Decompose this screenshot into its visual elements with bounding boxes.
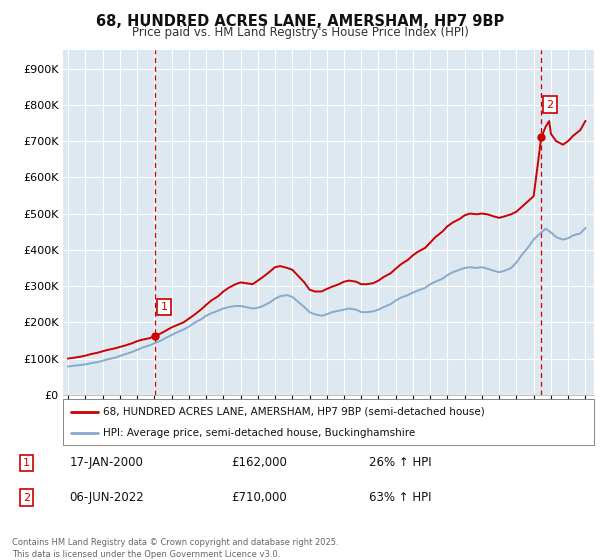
Text: 1: 1 bbox=[160, 302, 167, 312]
Text: £710,000: £710,000 bbox=[231, 491, 287, 504]
Text: £162,000: £162,000 bbox=[231, 456, 287, 469]
Text: 1: 1 bbox=[23, 458, 30, 468]
Text: 68, HUNDRED ACRES LANE, AMERSHAM, HP7 9BP (semi-detached house): 68, HUNDRED ACRES LANE, AMERSHAM, HP7 9B… bbox=[103, 407, 485, 417]
Text: Contains HM Land Registry data © Crown copyright and database right 2025.
This d: Contains HM Land Registry data © Crown c… bbox=[12, 538, 338, 559]
Text: 26% ↑ HPI: 26% ↑ HPI bbox=[369, 456, 432, 469]
Text: HPI: Average price, semi-detached house, Buckinghamshire: HPI: Average price, semi-detached house,… bbox=[103, 428, 415, 438]
Text: 68, HUNDRED ACRES LANE, AMERSHAM, HP7 9BP: 68, HUNDRED ACRES LANE, AMERSHAM, HP7 9B… bbox=[96, 14, 504, 29]
Text: 2: 2 bbox=[23, 493, 30, 502]
Text: 2: 2 bbox=[547, 100, 553, 110]
Text: 17-JAN-2000: 17-JAN-2000 bbox=[70, 456, 143, 469]
Text: Price paid vs. HM Land Registry's House Price Index (HPI): Price paid vs. HM Land Registry's House … bbox=[131, 26, 469, 39]
Text: 06-JUN-2022: 06-JUN-2022 bbox=[70, 491, 145, 504]
Text: 63% ↑ HPI: 63% ↑ HPI bbox=[369, 491, 431, 504]
